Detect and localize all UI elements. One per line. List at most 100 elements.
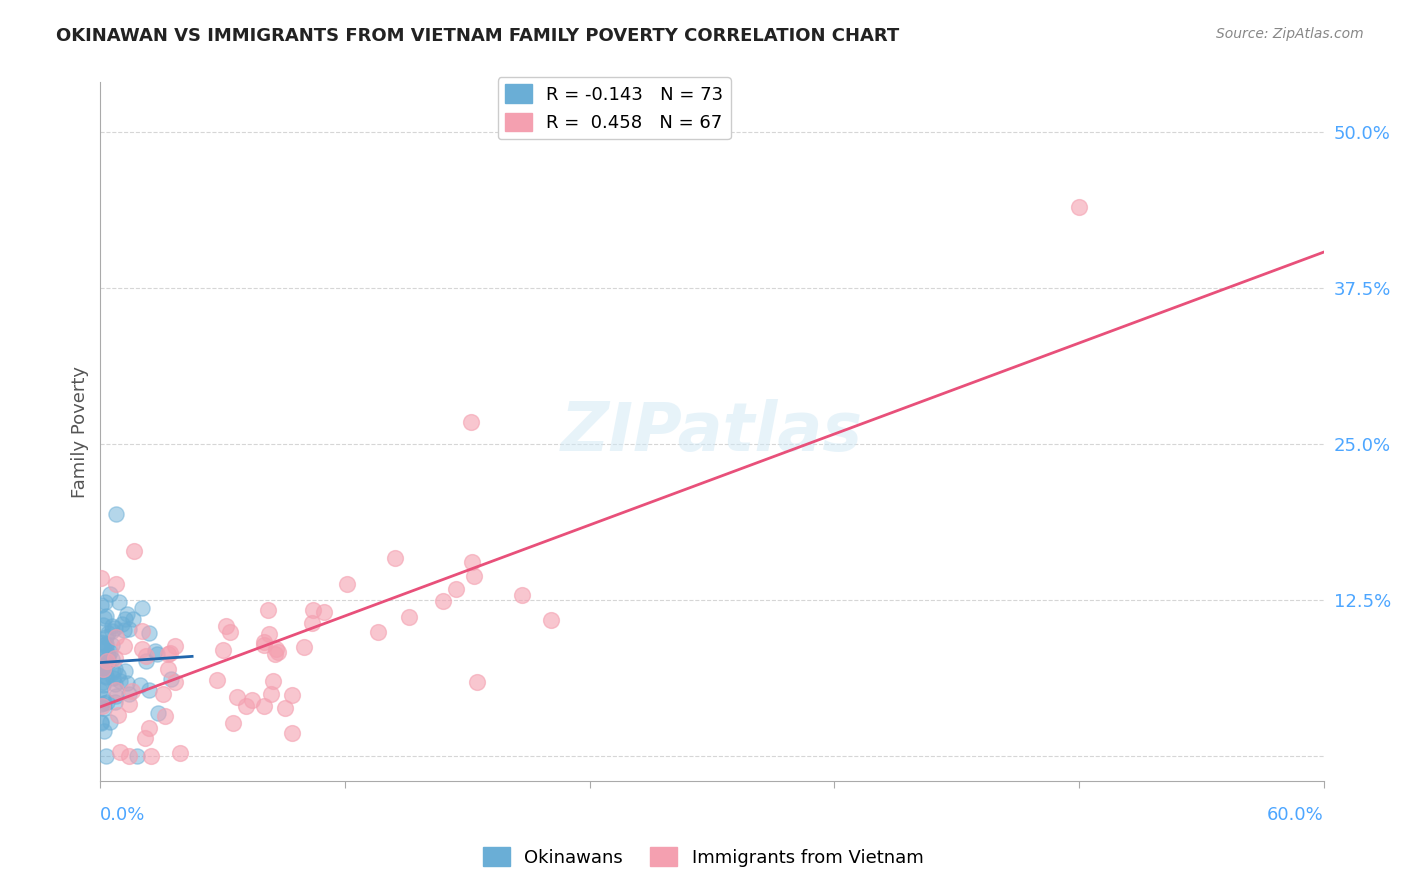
Point xyxy=(267,645,290,659)
Point xyxy=(367,624,389,639)
Point xyxy=(153,709,176,723)
Point xyxy=(115,676,138,690)
Point xyxy=(96,695,118,709)
Point xyxy=(219,624,242,639)
Point xyxy=(264,647,287,661)
Point xyxy=(134,731,156,746)
Point xyxy=(146,706,169,721)
Point xyxy=(138,683,160,698)
Point xyxy=(398,610,420,624)
Point xyxy=(143,644,166,658)
Point xyxy=(98,587,121,601)
Point xyxy=(302,603,325,617)
Point xyxy=(107,707,129,722)
Point xyxy=(93,618,115,632)
Point xyxy=(160,672,183,686)
Point xyxy=(97,655,120,669)
Point xyxy=(281,726,304,740)
Point xyxy=(139,749,162,764)
Point xyxy=(432,594,454,608)
Legend: R = -0.143   N = 73, R =  0.458   N = 67: R = -0.143 N = 73, R = 0.458 N = 67 xyxy=(498,78,731,139)
Point xyxy=(96,654,118,668)
Point xyxy=(131,601,153,615)
Point xyxy=(111,617,134,632)
Point xyxy=(90,598,112,612)
Point xyxy=(118,749,141,764)
Point xyxy=(156,647,179,661)
Point xyxy=(146,647,169,661)
Text: OKINAWAN VS IMMIGRANTS FROM VIETNAM FAMILY POVERTY CORRELATION CHART: OKINAWAN VS IMMIGRANTS FROM VIETNAM FAMI… xyxy=(56,27,900,45)
Point xyxy=(157,662,180,676)
Point xyxy=(242,693,264,707)
Point xyxy=(96,749,118,764)
Text: 0.0%: 0.0% xyxy=(100,805,146,824)
Point xyxy=(1069,200,1091,214)
Point xyxy=(152,687,174,701)
Point xyxy=(90,650,112,665)
Point xyxy=(292,640,315,655)
Point xyxy=(91,659,114,673)
Point xyxy=(226,690,249,705)
Point xyxy=(262,673,284,688)
Point xyxy=(463,569,485,583)
Point xyxy=(134,649,156,664)
Point xyxy=(510,588,533,602)
Point xyxy=(108,745,131,759)
Point xyxy=(314,605,336,619)
Point xyxy=(90,635,112,649)
Point xyxy=(104,677,127,691)
Point xyxy=(96,608,118,623)
Point xyxy=(90,698,112,713)
Point xyxy=(118,687,141,701)
Point xyxy=(138,721,160,735)
Point xyxy=(114,639,136,653)
Point xyxy=(91,678,114,692)
Point xyxy=(104,621,127,635)
Point xyxy=(118,697,141,711)
Point xyxy=(97,648,120,662)
Point xyxy=(114,624,136,638)
Point xyxy=(91,675,114,690)
Point xyxy=(460,415,482,429)
Point xyxy=(91,662,114,676)
Point xyxy=(110,673,132,688)
Text: ZIPatlas: ZIPatlas xyxy=(561,399,863,465)
Point xyxy=(108,595,131,609)
Point xyxy=(104,689,127,703)
Point xyxy=(93,638,115,652)
Point xyxy=(93,701,115,715)
Point xyxy=(98,714,121,729)
Point xyxy=(253,698,276,713)
Point xyxy=(214,619,236,633)
Point xyxy=(101,618,124,632)
Point xyxy=(122,611,145,625)
Point xyxy=(252,635,274,649)
Point xyxy=(104,683,127,698)
Point xyxy=(91,664,114,678)
Point xyxy=(97,626,120,640)
Point xyxy=(101,665,124,679)
Point xyxy=(94,630,117,644)
Point xyxy=(90,715,112,730)
Point xyxy=(93,723,115,738)
Point xyxy=(135,654,157,668)
Point xyxy=(122,544,145,558)
Point xyxy=(96,640,118,654)
Point xyxy=(94,669,117,683)
Point xyxy=(103,671,125,685)
Point xyxy=(465,675,488,690)
Point xyxy=(94,636,117,650)
Point xyxy=(540,613,562,627)
Point xyxy=(107,667,129,681)
Text: Source: ZipAtlas.com: Source: ZipAtlas.com xyxy=(1216,27,1364,41)
Point xyxy=(94,670,117,684)
Point xyxy=(91,690,114,705)
Point xyxy=(460,555,482,569)
Point xyxy=(90,661,112,675)
Point xyxy=(94,595,117,609)
Point xyxy=(93,611,115,625)
Point xyxy=(165,674,187,689)
Point xyxy=(93,654,115,668)
Point xyxy=(91,636,114,650)
Point xyxy=(105,576,128,591)
